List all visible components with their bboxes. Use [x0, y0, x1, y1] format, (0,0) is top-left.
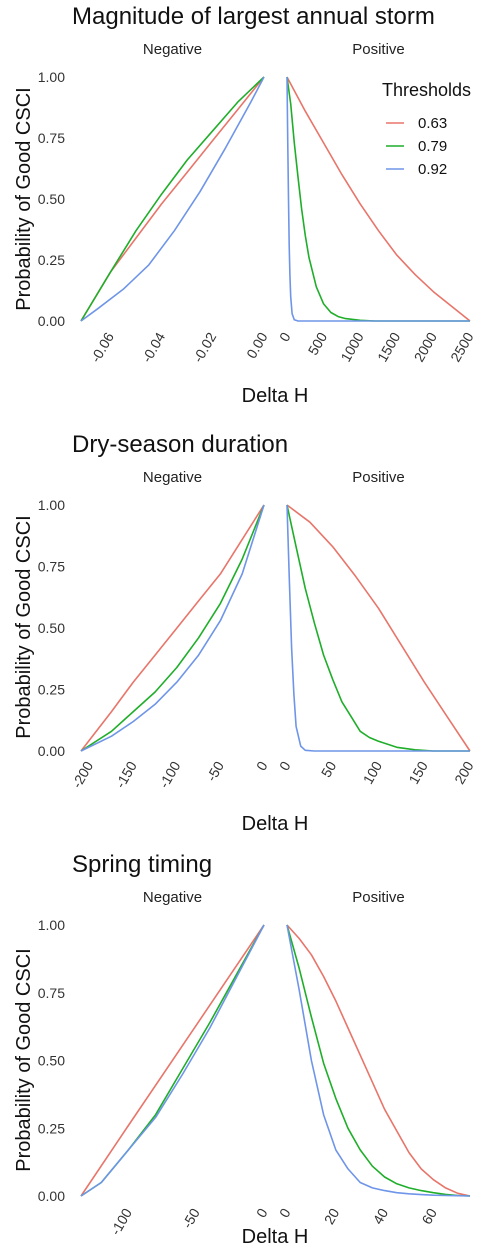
y-tick-label: 0.50: [38, 191, 65, 207]
facet-strip-label: Positive: [352, 889, 405, 906]
y-tick-label: 1.00: [38, 917, 65, 933]
series-line-0-63: [80, 504, 265, 752]
y-axis-label: Probability of Good CSCI: [13, 515, 35, 738]
y-tick-label: 0.50: [38, 620, 65, 636]
facet-strip-label: Negative: [143, 41, 202, 58]
series-line-0-79: [286, 504, 470, 752]
y-tick-label: 0.50: [38, 1053, 65, 1069]
series-line-0-92: [286, 504, 470, 752]
series-line-0-79: [80, 504, 265, 752]
facet-strip-label: Positive: [352, 469, 405, 486]
legend-label-0-92: 0.92: [418, 161, 447, 178]
y-tick-label: 0.00: [38, 743, 65, 759]
y-tick-label: 0.25: [38, 682, 65, 698]
x-axis-label: Delta H: [242, 385, 309, 407]
x-axis-label: Delta H: [242, 813, 309, 835]
facet-strip-label: Negative: [143, 889, 202, 906]
series-line-0-79: [286, 76, 470, 322]
series-line-0-63: [286, 924, 471, 1197]
series-line-0-63: [286, 76, 471, 322]
x-tick-label: 20: [321, 1205, 343, 1227]
legend-label-0-79: 0.79: [418, 138, 447, 155]
series-line-0-92: [80, 76, 265, 322]
y-tick-label: 0.25: [38, 1120, 65, 1136]
y-tick-label: 1.00: [38, 497, 65, 513]
series-line-0-63: [286, 504, 471, 752]
y-axis-label: Probability of Good CSCI: [13, 87, 35, 310]
legend-title: Thresholds: [382, 80, 471, 100]
series-line-0-92: [80, 924, 265, 1197]
chart-section-3: Spring timing Probability of Good CSCI D…: [13, 851, 471, 1248]
series-line-0-79: [286, 924, 471, 1197]
chart-title: Spring timing: [72, 851, 212, 878]
y-tick-label: 0.00: [38, 1188, 65, 1204]
chart-title: Magnitude of largest annual storm: [72, 3, 435, 30]
series-line-0-63: [80, 924, 265, 1197]
series-line-0-92: [286, 76, 470, 322]
series-line-0-92: [80, 504, 265, 752]
y-axis-label: Probability of Good CSCI: [13, 948, 35, 1171]
facet-strip-label: Negative: [143, 469, 202, 486]
y-tick-label: 0.75: [38, 559, 65, 575]
series-line-0-92: [286, 924, 471, 1197]
legend-label-0-63: 0.63: [418, 115, 447, 132]
x-tick-label: 60: [418, 1205, 440, 1227]
x-tick-label: 50: [318, 758, 340, 780]
facet-strip-label: Positive: [352, 41, 405, 58]
series-line-0-79: [80, 76, 265, 322]
y-tick-label: 1.00: [38, 69, 65, 85]
chart-section-2: Dry-season duration Probability of Good …: [13, 431, 477, 835]
y-tick-label: 0.00: [38, 313, 65, 329]
y-tick-label: 0.75: [38, 130, 65, 146]
legend-background: [376, 74, 488, 186]
x-axis-label: Delta H: [242, 1226, 309, 1248]
y-tick-label: 0.25: [38, 252, 65, 268]
chart-title: Dry-season duration: [72, 431, 288, 458]
y-tick-label: 0.75: [38, 985, 65, 1001]
legend: Thresholds 0.63 0.79 0.92: [376, 74, 488, 186]
x-tick-label: 40: [370, 1205, 392, 1227]
